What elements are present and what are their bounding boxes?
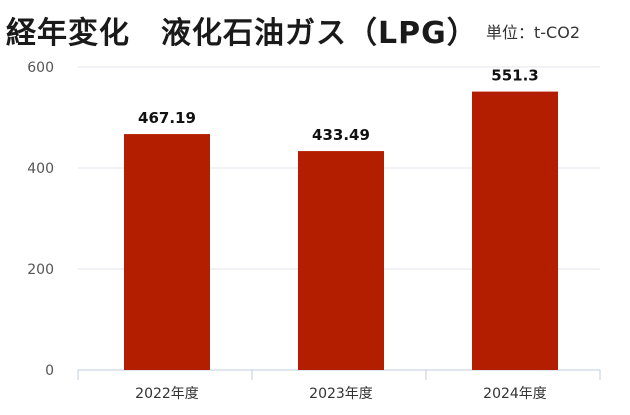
bar	[472, 91, 558, 370]
data-label: 467.19	[138, 109, 196, 127]
y-tick-label: 600	[27, 60, 54, 76]
data-label: 433.49	[312, 126, 370, 144]
x-tick-label: 2022年度	[135, 386, 199, 402]
x-tick-label: 2024年度	[483, 386, 547, 402]
bar	[124, 134, 210, 370]
y-tick-label: 200	[27, 262, 54, 278]
bar	[298, 151, 384, 370]
chart-title: 経年変化 液化石油ガス（LPG）	[6, 16, 478, 51]
unit-label: 単位：t-CO2	[486, 23, 580, 42]
data-label: 551.3	[491, 67, 538, 85]
y-tick-label: 400	[27, 161, 54, 177]
y-tick-label: 0	[45, 363, 54, 379]
x-tick-label: 2023年度	[309, 386, 373, 402]
